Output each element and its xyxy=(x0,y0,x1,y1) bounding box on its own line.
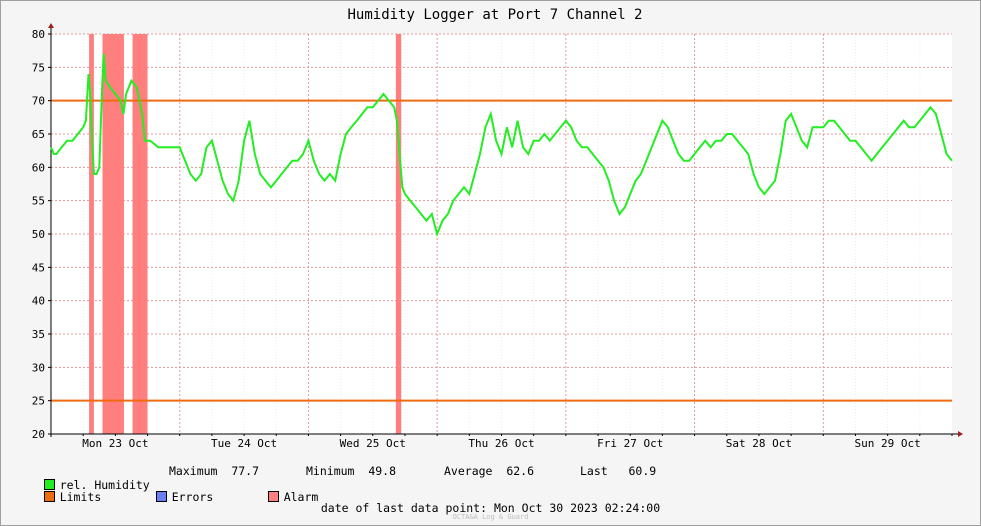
stat-minimum-value: 49.8 xyxy=(368,464,397,478)
legend-item-limits: Limits xyxy=(16,476,101,518)
legend-label-errors: Errors xyxy=(171,490,214,504)
y-tick-labels: 20 25 30 35 40 45 50 55 60 65 70 75 80 xyxy=(32,28,51,441)
credit: OCTA&A Log & Guard xyxy=(452,513,529,521)
x-tick-label: Sun 29 Oct xyxy=(855,437,921,450)
y-tick-label: 70 xyxy=(32,95,45,108)
limit-lines xyxy=(51,99,952,402)
alarm-spans xyxy=(89,34,402,434)
legend-item-alarm: Alarm xyxy=(240,476,318,518)
y-tick-label: 50 xyxy=(32,228,45,241)
series-line-humidity xyxy=(50,53,953,238)
stat-maximum: Maximum 77.7 xyxy=(169,464,259,478)
y-tick-label: 25 xyxy=(32,395,45,408)
y-tick-label: 40 xyxy=(32,295,45,308)
alarm-span xyxy=(102,34,124,434)
alarm-span xyxy=(89,34,94,434)
x-tick-label: Thu 26 Oct xyxy=(468,437,534,450)
stat-average: Average 62.6 xyxy=(444,464,534,478)
legend-item-errors: Errors xyxy=(128,476,213,518)
y-axis-arrow xyxy=(48,23,54,28)
legend-swatch-limits xyxy=(43,491,55,502)
x-tick-label: Fri 27 Oct xyxy=(597,437,663,450)
y-tick-label: 45 xyxy=(32,261,45,274)
y-tick-label: 60 xyxy=(32,161,45,174)
chart-title: Humidity Logger at Port 7 Channel 2 xyxy=(347,7,642,23)
alarm-span xyxy=(132,34,148,434)
y-tick-label: 20 xyxy=(32,428,45,441)
humidity-chart: 20 25 30 35 40 45 50 55 60 65 70 75 80 Mon 23 Oct Tue… xyxy=(32,7,963,450)
stat-minimum-label: Minimum xyxy=(306,464,355,478)
y-tick-label: 80 xyxy=(32,28,45,41)
y-tick-label: 65 xyxy=(32,128,45,141)
y-tick-label: 30 xyxy=(32,361,45,374)
x-tick-label: Sat 28 Oct xyxy=(726,437,792,450)
legend-label-limits: Limits xyxy=(59,490,102,504)
stat-maximum-label: Maximum xyxy=(169,464,218,478)
grid xyxy=(51,33,952,434)
y-tick-label: 75 xyxy=(32,61,45,74)
legend-label-humidity: rel. Humidity xyxy=(59,478,150,492)
stat-average-value: 62.6 xyxy=(506,464,535,478)
x-tick-label: Tue 24 Oct xyxy=(211,437,277,450)
legend-swatch-alarm xyxy=(267,491,279,502)
stat-last-label: Last xyxy=(580,464,608,478)
axes xyxy=(48,23,963,437)
legend-swatch-humidity xyxy=(43,479,55,490)
legend-item-humidity: rel. Humidity xyxy=(16,464,150,506)
y-tick-label: 55 xyxy=(32,195,45,208)
legend-swatch-errors xyxy=(155,491,167,502)
y-tick-label: 35 xyxy=(32,328,45,341)
stat-last: Last 60.9 xyxy=(580,464,656,478)
stat-minimum: Minimum 49.8 xyxy=(306,464,396,478)
stat-maximum-value: 77.7 xyxy=(231,464,260,478)
stat-average-label: Average xyxy=(444,464,493,478)
legend-label-alarm: Alarm xyxy=(283,490,319,504)
x-axis-arrow xyxy=(958,431,963,437)
alarm-span xyxy=(395,34,402,434)
x-tick-label: Wed 25 Oct xyxy=(340,437,406,450)
stat-last-value: 60.9 xyxy=(628,464,657,478)
x-tick-labels: Mon 23 Oct Tue 24 Oct Wed 25 Oct Thu 26 Oct… xyxy=(50,434,953,450)
last-data-point: date of last data point: Mon Oct 30 2023… xyxy=(320,501,661,515)
x-tick-label: Mon 23 Oct xyxy=(82,437,148,450)
